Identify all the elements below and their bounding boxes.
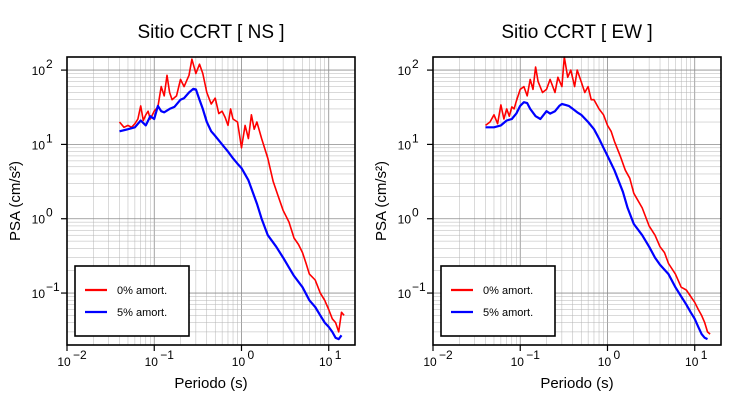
x-tick-exponent: −1 — [526, 348, 540, 362]
y-tick-label: 10 — [398, 138, 412, 152]
x-axis-label: Periodo (s) — [174, 375, 247, 392]
y-tick-exponent: −1 — [46, 280, 60, 294]
chart-title: Sitio CCRT [ EW ] — [501, 22, 652, 43]
series-line-damped — [485, 101, 708, 341]
x-tick-exponent: −1 — [160, 348, 174, 362]
series-line-damped — [119, 87, 343, 341]
x-axis-label: Periodo (s) — [540, 375, 613, 392]
plot-frame — [66, 56, 356, 346]
series-line-undamped — [485, 56, 711, 335]
x-tick-exponent: 0 — [247, 348, 254, 362]
y-axis-label: PSA (cm/s²) — [373, 161, 390, 241]
y-tick-label: 10 — [32, 138, 46, 152]
x-tick-label: 10 — [598, 355, 612, 369]
chart-title: Sitio CCRT [ NS ] — [137, 22, 284, 43]
x-tick-label: 10 — [511, 355, 525, 369]
x-tick-exponent: 1 — [701, 348, 708, 362]
legend-box — [440, 265, 556, 337]
plot-frame — [432, 56, 722, 346]
x-tick-exponent: 1 — [335, 348, 342, 362]
x-tick-label: 10 — [423, 355, 437, 369]
y-tick-exponent: 1 — [46, 131, 53, 145]
legend-label-undamped: 0% amort. — [117, 285, 167, 297]
x-tick-exponent: −2 — [73, 348, 87, 362]
x-tick-label: 10 — [232, 355, 246, 369]
y-tick-exponent: 2 — [412, 57, 419, 71]
y-tick-label: 10 — [398, 287, 412, 301]
y-tick-exponent: 0 — [412, 206, 419, 220]
y-tick-exponent: 1 — [412, 131, 419, 145]
legend-label-damped: 5% amort. — [483, 307, 533, 319]
legend-label-undamped: 0% amort. — [483, 285, 533, 297]
y-tick-exponent: −1 — [412, 280, 426, 294]
y-tick-exponent: 0 — [46, 206, 53, 220]
x-tick-label: 10 — [57, 355, 71, 369]
x-tick-exponent: −2 — [439, 348, 453, 362]
y-tick-exponent: 2 — [46, 57, 53, 71]
y-tick-label: 10 — [398, 64, 412, 78]
legend-box — [74, 265, 190, 337]
y-tick-label: 10 — [398, 213, 412, 227]
y-tick-label: 10 — [32, 213, 46, 227]
x-tick-label: 10 — [319, 355, 333, 369]
y-tick-label: 10 — [32, 64, 46, 78]
x-tick-exponent: 0 — [613, 348, 620, 362]
x-tick-label: 10 — [685, 355, 699, 369]
x-tick-label: 10 — [145, 355, 159, 369]
y-tick-label: 10 — [32, 287, 46, 301]
y-axis-label: PSA (cm/s²) — [7, 161, 24, 241]
legend-label-damped: 5% amort. — [117, 307, 167, 319]
